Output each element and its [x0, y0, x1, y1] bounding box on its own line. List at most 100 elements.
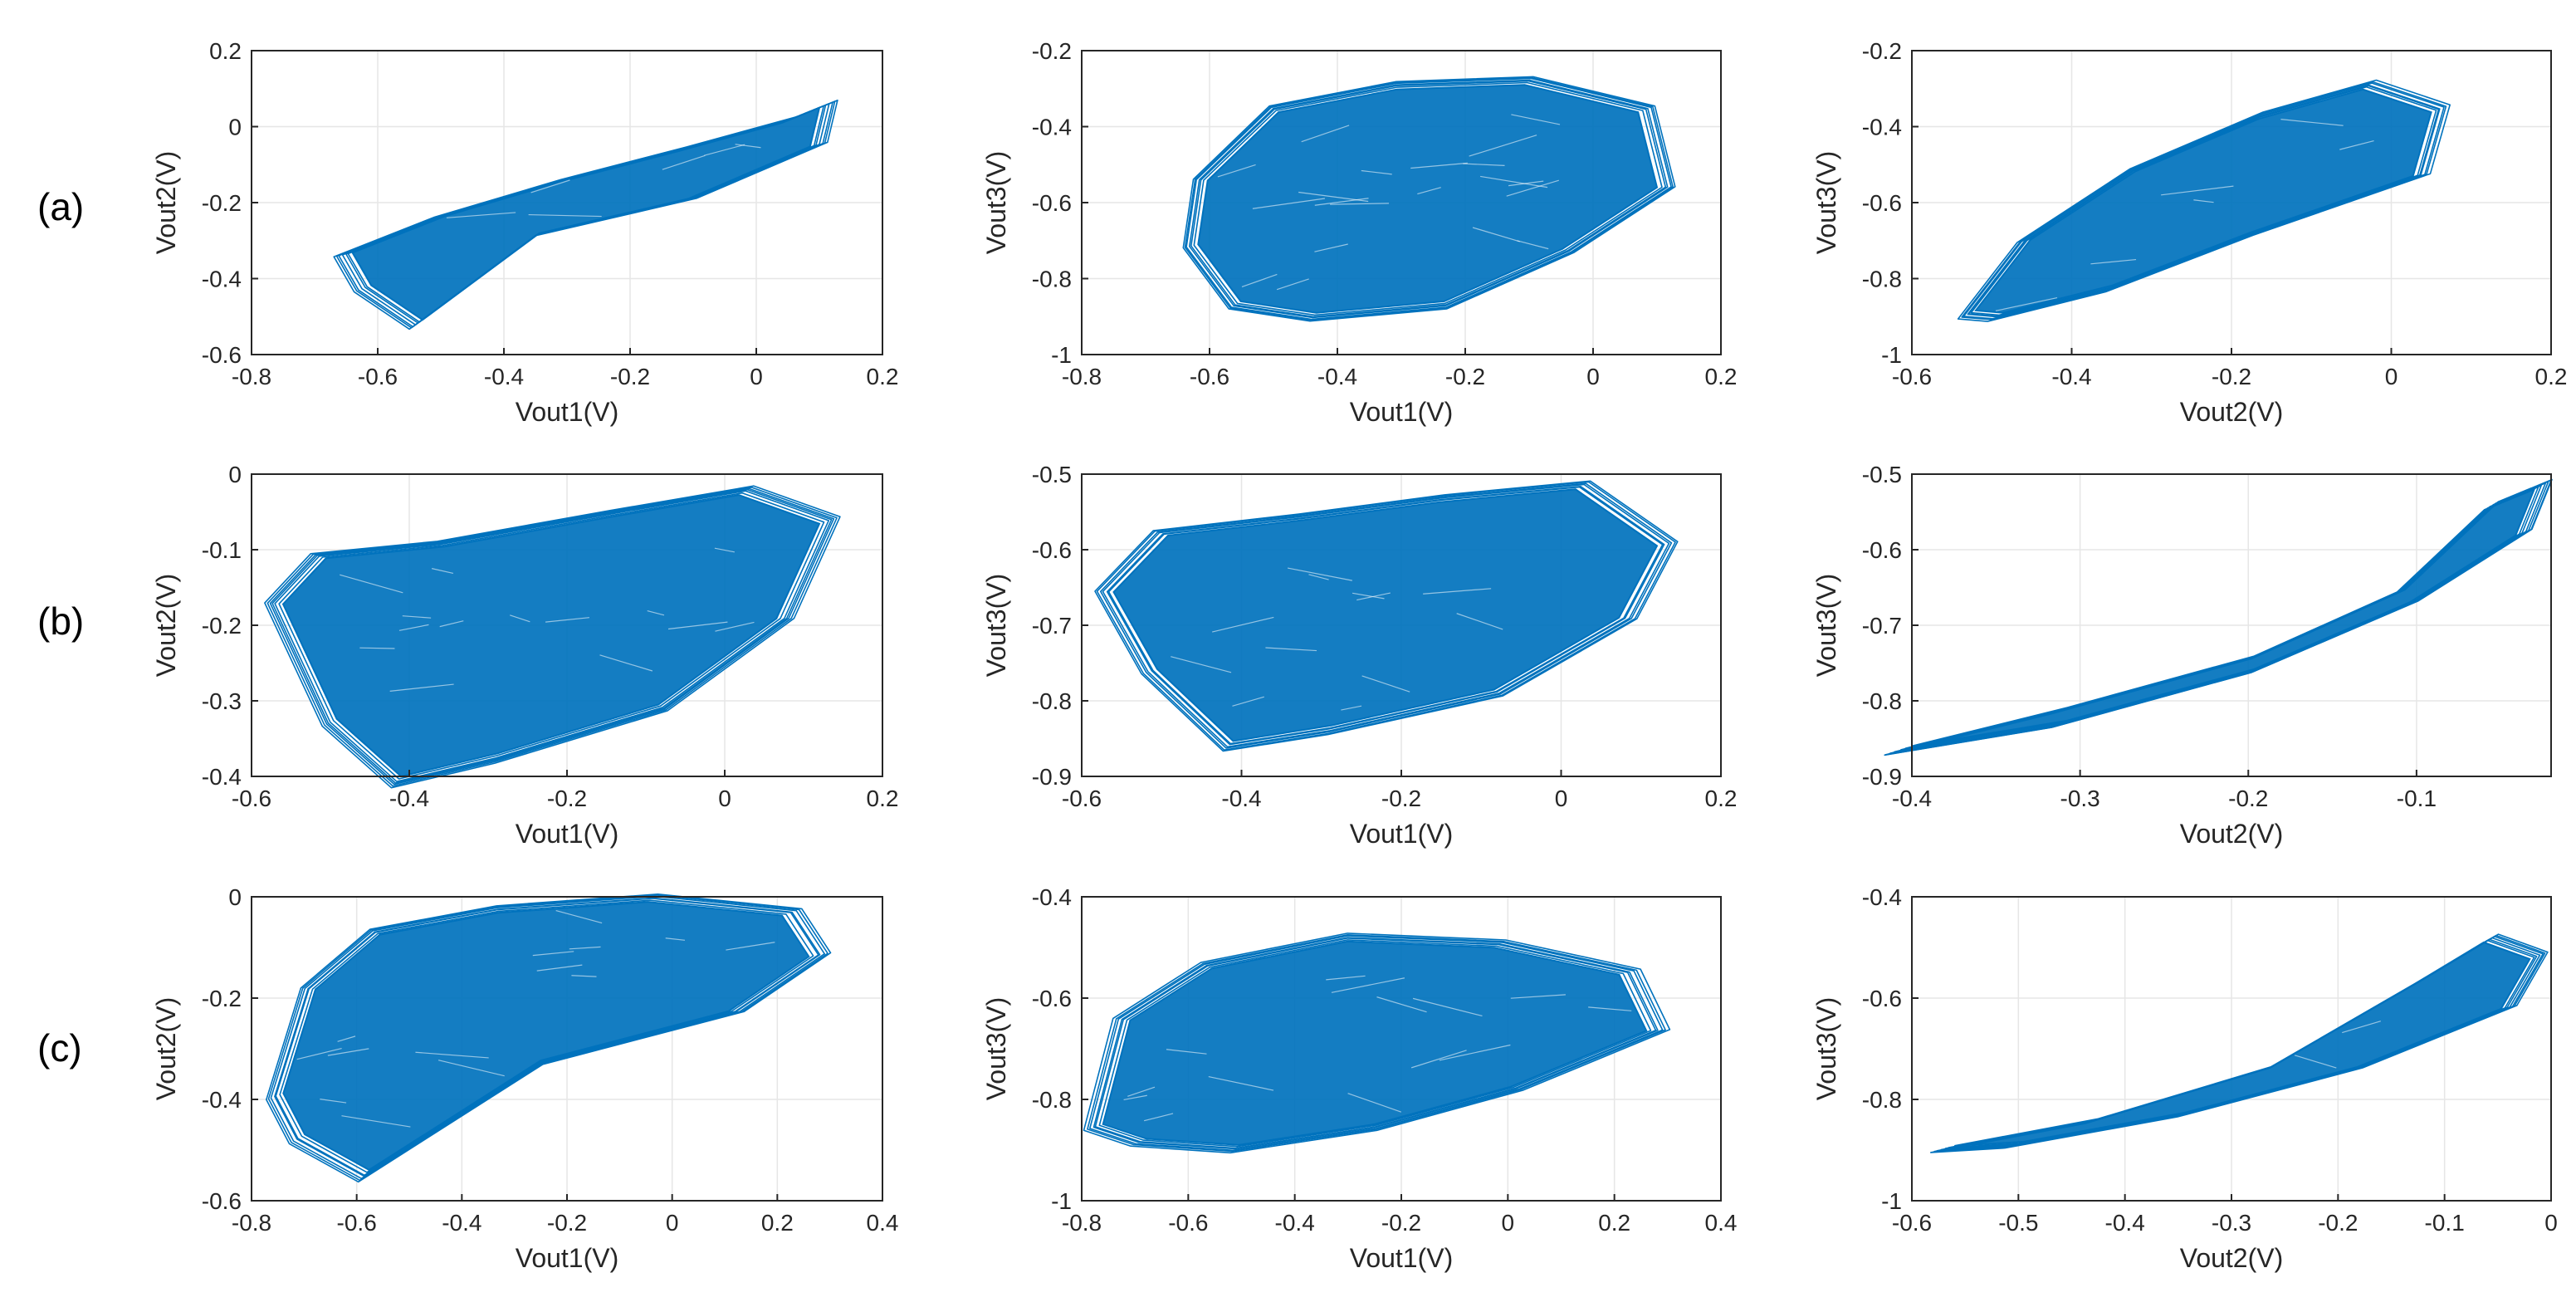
- trajectory-streak: [437, 1060, 505, 1077]
- y-axis-label: Vout3(V): [981, 997, 1011, 1101]
- y-tick-label: -0.6: [1862, 190, 1902, 216]
- trajectory-loop: [267, 894, 829, 1182]
- trajectory-streak: [2339, 140, 2374, 150]
- trajectory-streak: [1410, 1050, 1467, 1069]
- panel-1: -0.8 -0.6 -0.4 -0.2 0 0.2-0.6-0.4-0.200.2Vout…: [151, 38, 898, 427]
- x-axis-label: Vout1(V): [516, 397, 619, 427]
- y-tick-label: -0.2: [202, 190, 242, 216]
- x-tick-label: 0.2: [1598, 1210, 1630, 1236]
- x-tick-label: -0.4: [1892, 786, 1932, 811]
- trajectory-streak: [1314, 243, 1348, 252]
- trajectory-streak: [431, 568, 454, 575]
- y-axis-label: Vout2(V): [151, 151, 181, 255]
- trajectory-streak: [2161, 185, 2234, 196]
- attractor-fill: [1112, 488, 1659, 742]
- y-tick-label: -1: [1881, 342, 1902, 368]
- attractor-fill: [282, 901, 810, 1172]
- trajectory-streak: [1252, 198, 1326, 209]
- trajectory-streak: [1352, 592, 1385, 600]
- trajectory-streak: [1171, 656, 1232, 673]
- y-tick-label: -0.5: [1862, 462, 1902, 487]
- trajectory-streak: [1314, 198, 1369, 206]
- trajectory-loop: [1098, 939, 1652, 1148]
- x-tick-label: 0.2: [1705, 364, 1738, 389]
- trajectory-streak: [1208, 1075, 1274, 1091]
- trajectory-streak: [1347, 1093, 1402, 1113]
- y-tick-label: -1: [1051, 1188, 1072, 1214]
- x-tick-label: -0.2: [2228, 786, 2268, 811]
- x-tick-label: -0.3: [2212, 1210, 2251, 1236]
- x-tick-label: -0.1: [2425, 1210, 2465, 1236]
- x-tick-label: -0.5: [1998, 1210, 2038, 1236]
- trajectory-streak: [2193, 199, 2214, 203]
- trajectory-loop: [1957, 79, 2451, 322]
- trajectory-streak: [1127, 1086, 1156, 1097]
- trajectory-streak: [569, 946, 601, 950]
- trajectory-streak: [662, 154, 706, 170]
- y-tick-label: -0.9: [1862, 764, 1902, 790]
- panel-9: -0.6 -0.5 -0.4 -0.3 -0.2 -0.1 0 -1 -0.8 -0.6 -0.4 V…: [1811, 884, 2558, 1273]
- y-tick-label: -0.6: [1862, 986, 1902, 1011]
- x-tick-label: -0.4: [442, 1210, 481, 1236]
- x-tick-label: 0: [1555, 786, 1568, 811]
- trajectory-loop: [1930, 933, 2549, 1153]
- trajectory-streak: [359, 647, 395, 649]
- x-tick-label: -0.6: [1190, 364, 1229, 389]
- y-tick-label: -0.6: [202, 342, 242, 368]
- x-tick-label: 0.2: [867, 786, 899, 811]
- trajectory-loop: [1193, 81, 1663, 316]
- y-axis-label: Vout3(V): [981, 151, 1011, 255]
- y-tick-label: -0.8: [1862, 688, 1902, 714]
- trajectory-streak: [415, 1051, 489, 1059]
- trajectory-streak: [1166, 1049, 1207, 1055]
- trajectory-loop: [1102, 483, 1670, 748]
- trajectory-streak: [2342, 1021, 2381, 1034]
- trajectory-loop: [1184, 76, 1674, 321]
- x-axis-label: Vout2(V): [2180, 397, 2284, 427]
- trajectory-streak: [1463, 163, 1505, 167]
- trajectory-loop: [1100, 482, 1673, 749]
- x-tick-label: -0.6: [1062, 786, 1102, 811]
- trajectory-loop: [1884, 478, 2553, 756]
- x-tick-label: -0.4: [1317, 364, 1357, 389]
- x-tick-label: -0.2: [1381, 1210, 1421, 1236]
- y-tick-label: -0.4: [1032, 884, 1072, 910]
- x-tick-label: -0.4: [1221, 786, 1261, 811]
- trajectory-loop: [1900, 484, 2542, 751]
- y-tick-label: -0.8: [1032, 1087, 1072, 1113]
- y-axis-label: Vout3(V): [1811, 574, 1841, 678]
- trajectory-loop: [1087, 934, 1666, 1153]
- trajectory-streak: [1423, 588, 1492, 595]
- trajectory-streak: [528, 213, 602, 218]
- y-axis-label: Vout3(V): [1811, 151, 1841, 255]
- trajectory-streak: [1361, 169, 1392, 175]
- x-axis-label: Vout1(V): [516, 819, 619, 849]
- y-tick-label: -0.4: [202, 764, 242, 790]
- trajectory-streak: [1376, 996, 1427, 1013]
- trajectory-streak: [1469, 135, 1537, 157]
- trajectory-streak: [704, 144, 745, 156]
- trajectory-streak: [1330, 203, 1390, 205]
- x-tick-label: -0.2: [1381, 786, 1421, 811]
- trajectory-loop: [1092, 937, 1659, 1150]
- trajectory-streak: [341, 1115, 411, 1128]
- trajectory-streak: [1143, 1113, 1174, 1122]
- x-tick-label: -0.2: [610, 364, 650, 389]
- x-tick-label: -0.8: [232, 1210, 271, 1236]
- y-tick-label: -0.6: [1032, 986, 1072, 1011]
- trajectory-streak: [647, 609, 665, 616]
- trajectory-streak: [337, 1035, 356, 1042]
- trajectory-streak: [1341, 705, 1362, 711]
- trajectory-loop: [1106, 485, 1665, 746]
- trajectory-streak: [1308, 574, 1329, 580]
- trajectory-streak: [1456, 613, 1503, 630]
- x-tick-label: -0.3: [2060, 786, 2100, 811]
- trajectory-streak: [439, 620, 464, 628]
- trajectory-streak: [1217, 164, 1256, 178]
- panel-8: -0.8 -0.6 -0.4 -0.2 0 0.2 0.4-1-0.8-0.6-0.4Vou…: [981, 884, 1737, 1273]
- y-tick-label: -1: [1051, 342, 1072, 368]
- trajectory-streak: [510, 614, 530, 623]
- x-tick-label: 0: [1586, 364, 1600, 389]
- y-tick-label: -0.8: [1032, 688, 1072, 714]
